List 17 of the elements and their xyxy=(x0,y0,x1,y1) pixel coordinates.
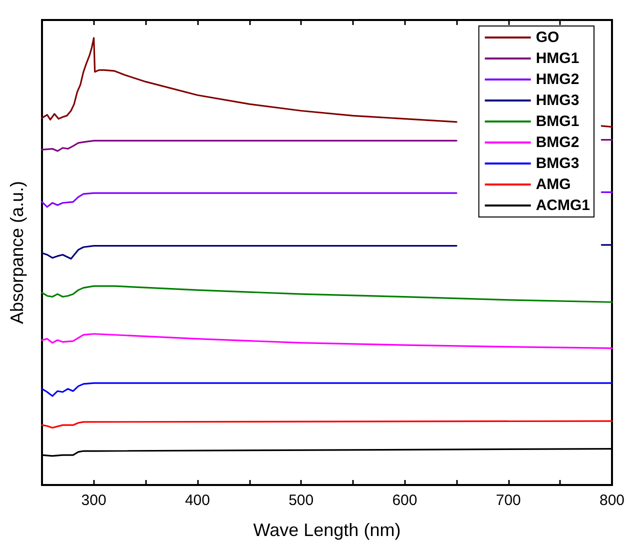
x-axis-title: Wave Length (nm) xyxy=(253,520,401,540)
legend-label: AMG xyxy=(536,176,571,193)
x-tick-label: 300 xyxy=(81,492,106,509)
x-tick-label: 700 xyxy=(496,492,521,509)
x-tick-label: 600 xyxy=(392,492,418,509)
x-tick-label: 400 xyxy=(184,492,210,509)
legend-label: HMG1 xyxy=(536,50,580,67)
legend-label: HMG3 xyxy=(536,92,580,109)
legend-label: BMG2 xyxy=(536,134,580,151)
legend-label: HMG2 xyxy=(536,71,580,88)
legend-label: BMG3 xyxy=(536,155,580,172)
legend-label: ACMG1 xyxy=(536,197,590,214)
x-tick-label: 800 xyxy=(599,492,625,509)
y-axis-title: Absorpance (a.u.) xyxy=(7,180,27,324)
legend-label: BMG1 xyxy=(536,113,580,130)
x-tick-label: 500 xyxy=(288,492,314,509)
legend-label: GO xyxy=(536,29,560,46)
